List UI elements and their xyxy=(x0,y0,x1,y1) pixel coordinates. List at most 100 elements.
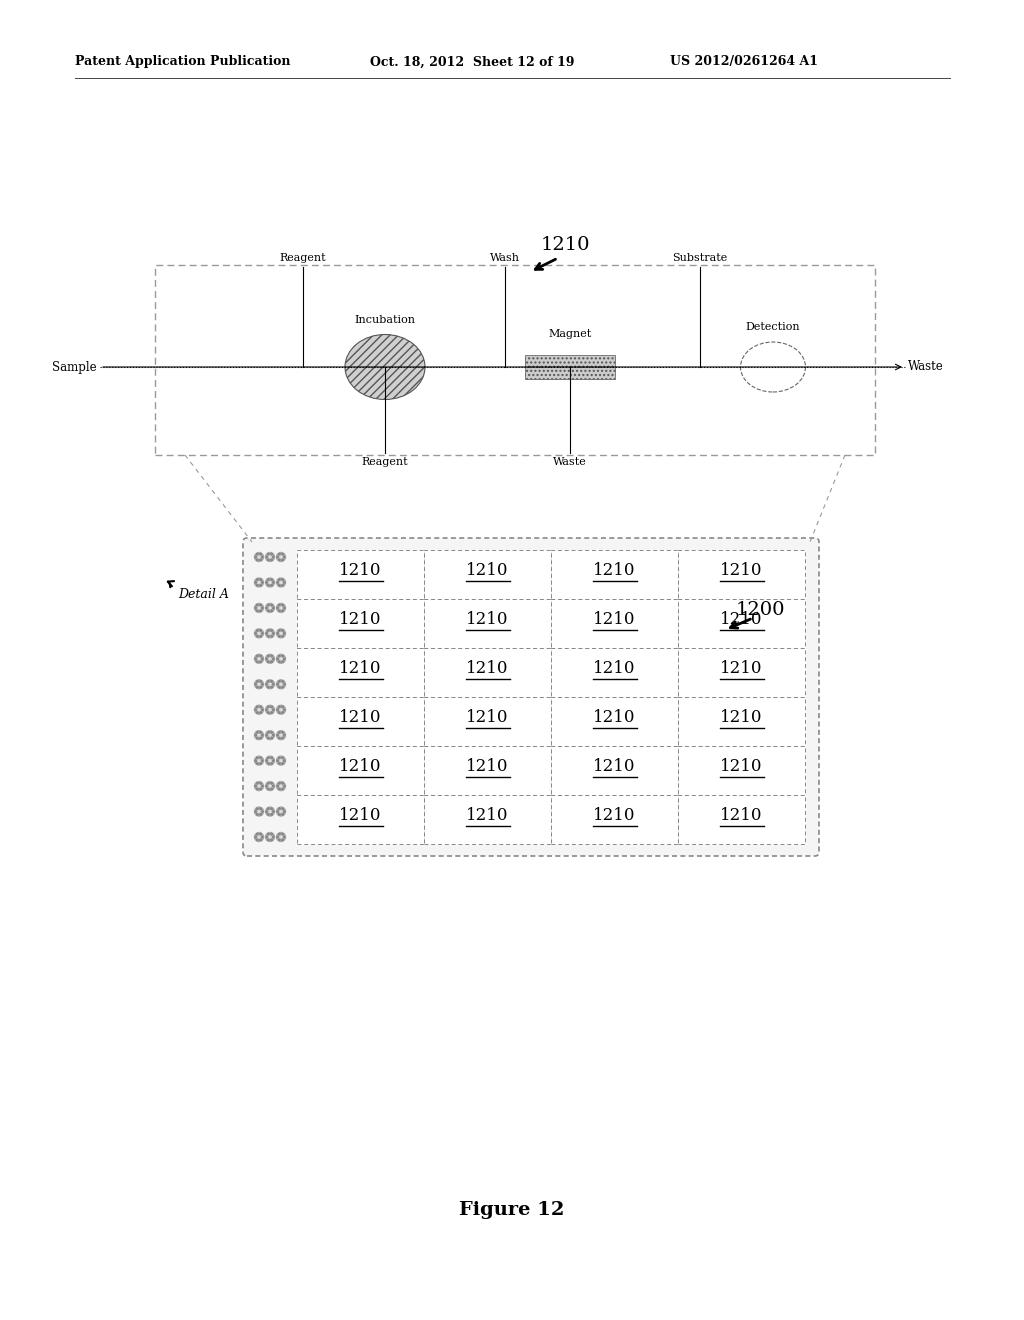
Text: 1210: 1210 xyxy=(466,660,509,677)
Circle shape xyxy=(255,657,257,660)
Bar xyxy=(551,746,678,795)
Circle shape xyxy=(279,686,281,688)
Circle shape xyxy=(279,833,281,836)
Circle shape xyxy=(282,731,284,733)
Circle shape xyxy=(270,763,272,764)
Circle shape xyxy=(279,733,284,738)
Circle shape xyxy=(267,610,269,611)
Bar xyxy=(551,697,678,746)
Circle shape xyxy=(267,708,272,713)
Text: 1200: 1200 xyxy=(735,601,784,619)
Text: 1210: 1210 xyxy=(720,611,763,628)
Bar xyxy=(678,746,805,795)
Circle shape xyxy=(261,632,263,634)
Text: Sample: Sample xyxy=(52,360,97,374)
Circle shape xyxy=(270,579,272,581)
Bar xyxy=(678,599,805,648)
Circle shape xyxy=(260,731,261,733)
Circle shape xyxy=(282,808,284,809)
Circle shape xyxy=(257,635,258,638)
Circle shape xyxy=(260,681,261,682)
Circle shape xyxy=(278,582,279,583)
Circle shape xyxy=(267,737,269,739)
Circle shape xyxy=(270,605,272,606)
Circle shape xyxy=(272,632,274,634)
Circle shape xyxy=(255,785,257,787)
Bar xyxy=(424,746,551,795)
Circle shape xyxy=(255,705,263,714)
Circle shape xyxy=(282,661,284,663)
Circle shape xyxy=(267,630,269,631)
Text: Patent Application Publication: Patent Application Publication xyxy=(75,55,291,69)
Circle shape xyxy=(267,813,269,816)
Bar xyxy=(678,550,805,599)
Circle shape xyxy=(278,556,279,558)
Circle shape xyxy=(267,558,269,561)
Text: 1210: 1210 xyxy=(466,611,509,628)
Circle shape xyxy=(270,610,272,611)
Circle shape xyxy=(255,684,257,685)
Circle shape xyxy=(267,635,269,638)
Circle shape xyxy=(278,632,279,634)
Text: 1210: 1210 xyxy=(720,660,763,677)
Circle shape xyxy=(256,681,261,686)
Circle shape xyxy=(265,655,274,664)
Circle shape xyxy=(256,733,261,738)
Text: Waste: Waste xyxy=(553,457,587,467)
Circle shape xyxy=(267,656,272,661)
Circle shape xyxy=(270,635,272,638)
Circle shape xyxy=(260,605,261,606)
Circle shape xyxy=(261,836,263,838)
Circle shape xyxy=(267,733,272,738)
Text: 1210: 1210 xyxy=(593,660,636,677)
Circle shape xyxy=(261,810,263,812)
Bar xyxy=(297,550,424,599)
Circle shape xyxy=(257,711,258,713)
Circle shape xyxy=(278,836,279,838)
Circle shape xyxy=(270,711,272,713)
Circle shape xyxy=(267,731,269,733)
Circle shape xyxy=(255,836,257,838)
Circle shape xyxy=(282,605,284,606)
Text: 1210: 1210 xyxy=(339,709,382,726)
Circle shape xyxy=(282,585,284,586)
Text: 1210: 1210 xyxy=(593,562,636,579)
Circle shape xyxy=(279,758,284,763)
Circle shape xyxy=(255,680,263,689)
Circle shape xyxy=(261,607,263,609)
Circle shape xyxy=(282,686,284,688)
Circle shape xyxy=(282,711,284,713)
Circle shape xyxy=(278,760,279,762)
Circle shape xyxy=(255,655,263,664)
Circle shape xyxy=(278,684,279,685)
Circle shape xyxy=(267,834,272,840)
Circle shape xyxy=(279,788,281,789)
Text: 1210: 1210 xyxy=(720,807,763,824)
Text: 1210: 1210 xyxy=(339,660,382,677)
Circle shape xyxy=(276,833,286,842)
Text: Reagent: Reagent xyxy=(280,253,327,263)
Circle shape xyxy=(257,783,258,784)
Circle shape xyxy=(270,813,272,816)
Circle shape xyxy=(279,708,284,713)
Circle shape xyxy=(256,606,261,610)
Circle shape xyxy=(256,834,261,840)
Circle shape xyxy=(267,605,269,606)
Circle shape xyxy=(265,578,274,587)
Circle shape xyxy=(256,708,261,713)
Circle shape xyxy=(282,681,284,682)
Circle shape xyxy=(278,810,279,812)
Circle shape xyxy=(279,655,281,657)
Circle shape xyxy=(279,605,281,606)
Text: Substrate: Substrate xyxy=(673,253,728,263)
Circle shape xyxy=(267,758,272,763)
Circle shape xyxy=(284,556,285,558)
Circle shape xyxy=(260,808,261,809)
Circle shape xyxy=(279,681,284,686)
Bar xyxy=(424,795,551,843)
Circle shape xyxy=(284,836,285,838)
Circle shape xyxy=(260,585,261,586)
Circle shape xyxy=(276,578,286,587)
Circle shape xyxy=(266,607,267,609)
Circle shape xyxy=(270,553,272,554)
